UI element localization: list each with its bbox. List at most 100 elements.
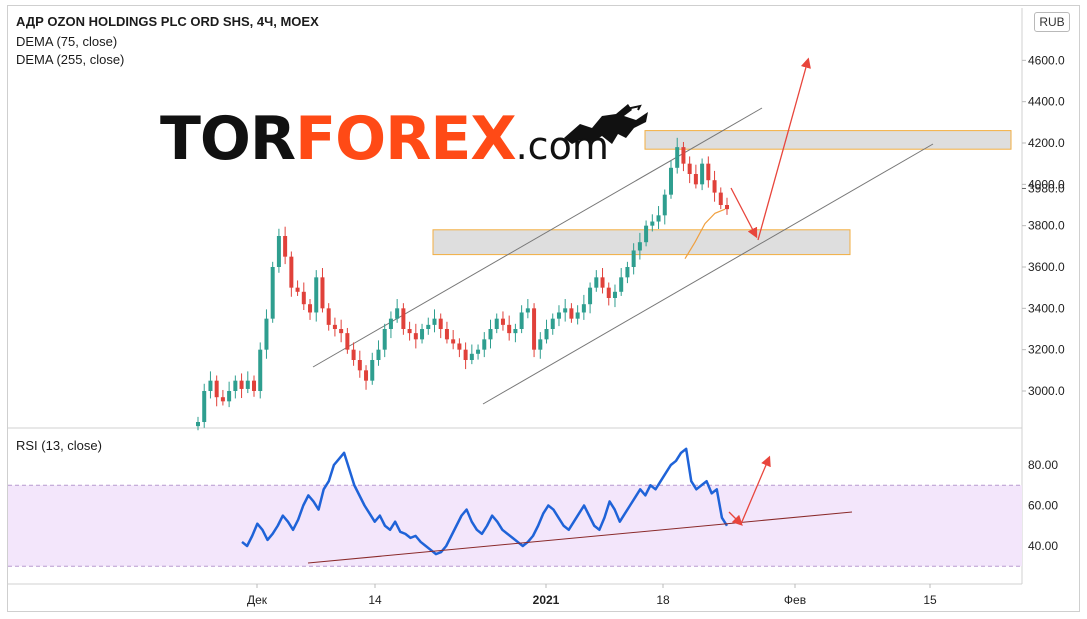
candle-body [332, 324, 337, 329]
candle-body [637, 242, 642, 251]
candle-body [214, 380, 219, 398]
resistance-zone [644, 130, 1012, 150]
candle-body [469, 353, 474, 360]
rsi-trendline [307, 511, 853, 564]
candle-body [295, 287, 300, 292]
candle-body [581, 304, 586, 313]
candle-body [413, 333, 418, 340]
candle-body [264, 318, 269, 350]
indicator-dema-75: DEMA (75, close) [16, 34, 118, 49]
price-tick-label: 3200.0 [1028, 343, 1065, 357]
forecast-arrow-down [730, 187, 758, 239]
candle-body [662, 194, 667, 216]
price-tick-label: 3800.0 [1028, 219, 1065, 233]
candle-body [631, 250, 636, 267]
candle-body [519, 312, 524, 329]
candle-body [370, 360, 375, 381]
candle-body [494, 318, 499, 329]
candle-body [693, 174, 698, 185]
candle-body [619, 277, 624, 292]
candle-body [376, 349, 381, 360]
candle-body [227, 391, 232, 402]
forecast-arrow-up [757, 57, 811, 241]
candle-body [320, 277, 325, 309]
torforex-logo: TORFOREX.com [160, 104, 609, 181]
candle-body [544, 329, 549, 340]
last-price-label: 3980.0 [1028, 181, 1065, 195]
time-tick-label: 2021 [533, 593, 560, 607]
candle-body [563, 308, 568, 313]
candle-body [258, 349, 263, 391]
candle-body [395, 308, 400, 319]
candle-body [357, 360, 362, 371]
candle-body [220, 397, 225, 402]
candle-body [382, 329, 387, 350]
rsi-tick-label: 60.00 [1028, 499, 1058, 513]
candle-body [351, 349, 356, 360]
candle-body [401, 308, 406, 329]
candle-body [718, 192, 723, 205]
candle-body [650, 221, 655, 226]
candle-body [289, 256, 294, 288]
candle-body [500, 318, 505, 325]
candle-body [725, 205, 729, 210]
indicator-dema-255: DEMA (255, close) [16, 52, 125, 67]
price-tick-label: 4000.0 [1028, 177, 1065, 191]
candle-body [438, 318, 443, 329]
logo-part-forex: FOREX [295, 104, 516, 174]
candle-body [687, 163, 692, 174]
channel-lower-line [482, 143, 934, 405]
candle-body [407, 329, 412, 334]
candle-body [196, 422, 200, 427]
candle-body [444, 329, 449, 340]
candle-body [550, 318, 555, 329]
currency-button[interactable]: RUB [1034, 12, 1070, 32]
rsi-tick-label: 40.00 [1028, 539, 1058, 553]
candle-body [594, 277, 599, 288]
candle-body [612, 291, 617, 298]
candle-body [488, 329, 493, 340]
candle-body [700, 163, 705, 185]
candle-body [706, 163, 711, 181]
candle-body [569, 308, 574, 319]
candle-body [575, 312, 580, 319]
channel-upper-line [312, 107, 763, 368]
candle-body [283, 236, 288, 257]
candle-body [513, 329, 518, 334]
price-tick-label: 3000.0 [1028, 384, 1065, 398]
candle-body [606, 287, 611, 298]
time-tick-label: Фев [784, 593, 806, 607]
candle-body [681, 147, 686, 164]
candle-body [426, 324, 431, 329]
candle-body [276, 236, 281, 267]
dema-line [684, 208, 726, 260]
rsi-title: RSI (13, close) [16, 438, 102, 453]
candle-body [245, 380, 250, 389]
candle-body [339, 329, 344, 334]
candle-body [308, 304, 313, 313]
time-tick-label: 15 [923, 593, 937, 607]
candle-body [600, 277, 605, 288]
candle-body [476, 349, 481, 354]
candle-body [644, 225, 649, 243]
price-tick-label: 4600.0 [1028, 53, 1065, 67]
chart-title: АДР OZON HOLDINGS PLC ORD SHS, 4Ч, MOEX [16, 14, 319, 29]
candle-body [420, 329, 425, 340]
candle-body [712, 180, 717, 193]
price-tick-label: 3400.0 [1028, 301, 1065, 315]
candle-body [252, 380, 257, 391]
rsi-arrow-down [728, 511, 743, 526]
candle-body [208, 380, 213, 391]
candle-body [507, 324, 512, 334]
rsi-tick-label: 80.00 [1028, 458, 1058, 472]
candle-body [463, 349, 468, 360]
candle-body [656, 215, 661, 222]
candle-body [668, 167, 673, 195]
candle-body [239, 380, 244, 389]
candle-body [270, 267, 275, 319]
price-tick-label: 4200.0 [1028, 136, 1065, 150]
rsi-line [241, 447, 729, 556]
candle-body [388, 318, 393, 329]
candle-body [538, 339, 543, 350]
